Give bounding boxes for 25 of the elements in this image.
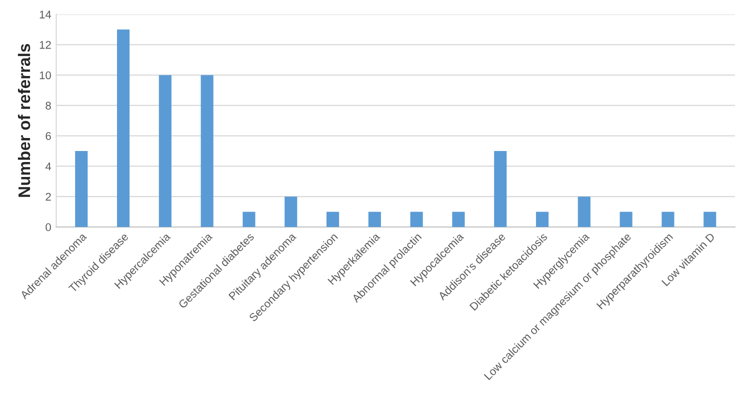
bar (578, 196, 590, 227)
y-tick-label: 10 (40, 71, 51, 80)
y-tick-label: 0 (46, 223, 51, 232)
bar (410, 212, 423, 227)
bar (326, 212, 340, 227)
bar (200, 75, 214, 227)
y-tick-label: 6 (46, 132, 51, 140)
bar (117, 30, 130, 227)
bar (704, 212, 716, 227)
bar (494, 151, 507, 227)
bar (368, 212, 381, 227)
y-axis-title: Number of referrals (18, 44, 30, 197)
bar (452, 212, 465, 227)
bar (158, 75, 172, 227)
bar (662, 212, 674, 227)
bar (536, 212, 549, 227)
y-tick-label: 14 (40, 10, 52, 18)
bar (75, 151, 88, 227)
bar (242, 212, 256, 227)
y-tick-label: 2 (46, 192, 51, 201)
y-tick-label: 12 (40, 40, 51, 49)
y-tick-label: 4 (45, 162, 52, 170)
bar (284, 196, 298, 227)
y-tick-label: 8 (46, 102, 51, 110)
bar (620, 212, 632, 227)
